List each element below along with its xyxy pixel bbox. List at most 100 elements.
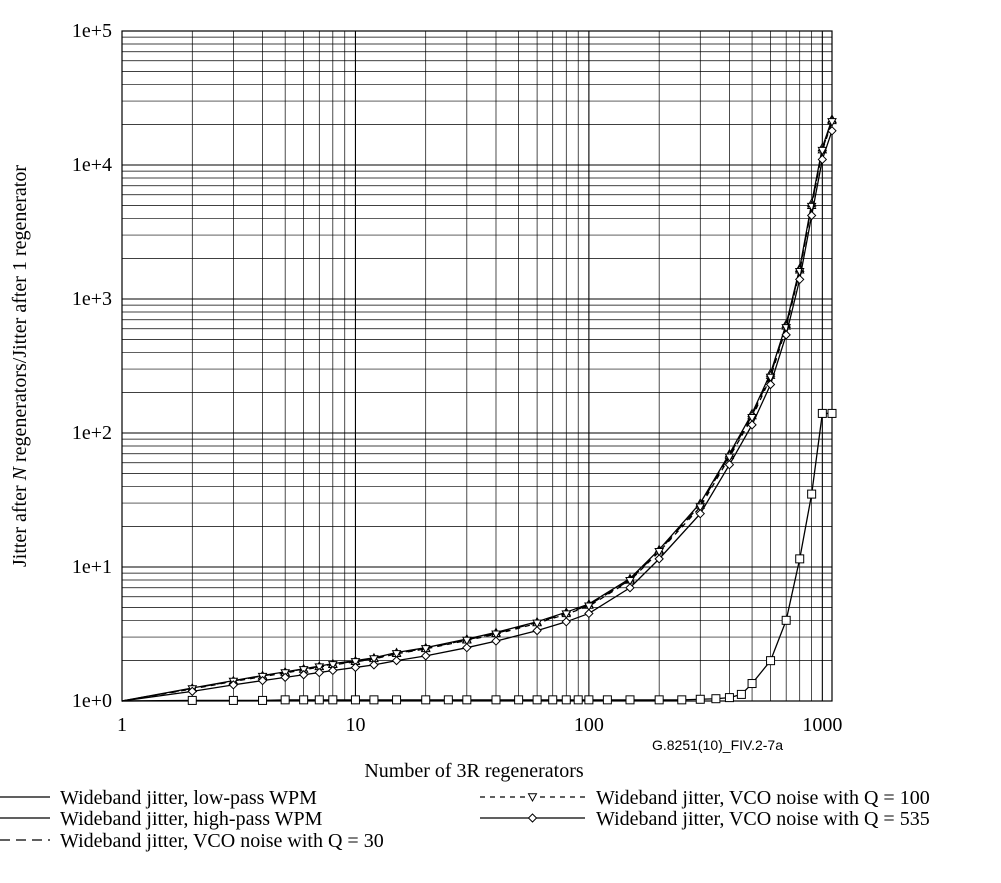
square-marker xyxy=(807,489,817,499)
y-tick-label: 1e+3 xyxy=(72,288,112,310)
series-line xyxy=(121,121,833,702)
triangle-down-marker xyxy=(420,645,431,654)
diamond-marker xyxy=(695,508,705,519)
square-marker xyxy=(443,695,453,705)
triangle-down-marker xyxy=(654,548,665,557)
diamond-marker xyxy=(827,126,837,136)
square-marker xyxy=(625,695,635,705)
square-marker xyxy=(548,695,558,705)
square-marker xyxy=(228,695,238,705)
square-marker xyxy=(781,615,791,625)
square-marker xyxy=(299,695,309,705)
square-marker xyxy=(258,695,268,705)
diamond-marker xyxy=(257,675,268,686)
diamond-marker xyxy=(724,459,735,470)
diamond-marker xyxy=(625,583,635,593)
diamond-marker xyxy=(314,667,324,678)
triangle-down-marker xyxy=(314,663,325,673)
diamond-marker xyxy=(328,665,338,676)
square-marker xyxy=(602,695,612,705)
diamond-marker xyxy=(527,813,538,823)
triangle-down-marker xyxy=(724,453,735,463)
square-marker xyxy=(187,695,197,705)
legend-label: Wideband jitter, VCO noise with Q = 30 xyxy=(60,830,384,852)
diamond-marker xyxy=(421,651,431,661)
square-marker xyxy=(827,408,837,418)
triangle-down-marker xyxy=(747,414,757,423)
x-axis-title: Number of 3R regenerators xyxy=(364,760,584,782)
series-3 xyxy=(121,115,837,702)
triangle-down-marker xyxy=(584,602,594,612)
square-marker xyxy=(280,695,290,705)
legend-entry: Wideband jitter, VCO noise with Q = 535 xyxy=(480,808,930,830)
series-line xyxy=(121,118,833,702)
diamond-marker xyxy=(491,636,501,646)
x-tick-label: 100 xyxy=(574,714,604,736)
square-marker xyxy=(369,695,379,705)
square-marker xyxy=(350,695,360,705)
legend-label: Wideband jitter, low-pass WPM xyxy=(60,787,317,809)
triangle-down-marker xyxy=(350,658,361,667)
triangle-down-marker xyxy=(327,661,338,670)
square-marker xyxy=(711,694,721,704)
diamond-marker xyxy=(532,625,542,636)
grid xyxy=(122,31,832,701)
triangle-down-marker xyxy=(527,793,538,803)
diamond-marker xyxy=(654,554,664,564)
triangle-down-marker xyxy=(461,636,472,646)
square-marker xyxy=(766,656,776,666)
square-marker xyxy=(392,695,402,705)
diamond-marker xyxy=(350,662,361,673)
square-marker xyxy=(795,554,805,564)
series-layer xyxy=(121,114,837,705)
diamond-marker xyxy=(280,672,290,683)
y-tick-label: 1e+2 xyxy=(72,422,112,444)
series-2 xyxy=(121,408,837,705)
square-marker xyxy=(462,695,472,705)
triangle-down-marker xyxy=(532,619,542,629)
tick-labels: 1 10 100 1000 1e+0 1e+1 1e+2 1e+3 1e+4 1e+5 xyxy=(72,20,842,736)
diamond-marker xyxy=(747,420,757,430)
legend-entry: Wideband jitter, high-pass WPM xyxy=(0,808,323,830)
series-1 xyxy=(121,114,837,702)
diamond-marker xyxy=(561,617,571,627)
square-marker xyxy=(421,695,431,705)
y-tick-label: 1e+0 xyxy=(72,690,112,712)
legend-label: Wideband jitter, VCO noise with Q = 100 xyxy=(596,787,930,809)
y-axis-title: Jitter after N regenerators/Jitter after… xyxy=(9,165,31,567)
triangle-down-marker xyxy=(491,630,501,640)
triangle-down-marker xyxy=(625,577,635,586)
diamond-marker xyxy=(795,274,805,285)
triangle-down-marker xyxy=(695,503,706,513)
square-marker xyxy=(561,695,571,705)
y-tick-label: 1e+4 xyxy=(72,154,112,176)
square-marker xyxy=(736,689,746,699)
diamond-marker xyxy=(298,670,309,680)
series-4 xyxy=(121,118,837,702)
square-marker xyxy=(817,408,827,418)
square-marker xyxy=(532,695,542,705)
square-marker xyxy=(514,695,524,705)
triangle-down-marker xyxy=(369,655,379,664)
diamond-marker xyxy=(806,210,817,221)
triangle-down-marker xyxy=(827,118,837,127)
legend-entry: Wideband jitter, low-pass WPM xyxy=(0,787,317,809)
square-marker xyxy=(654,695,664,705)
y-tick-label: 1e+5 xyxy=(72,20,112,42)
square-marker xyxy=(491,695,501,705)
plot-frame xyxy=(121,30,833,702)
y-tick-label: 1e+1 xyxy=(72,556,112,578)
square-marker xyxy=(328,695,338,705)
diamond-marker xyxy=(765,379,776,390)
diamond-marker xyxy=(584,608,594,619)
triangle-down-marker xyxy=(391,650,402,659)
diamond-marker xyxy=(817,154,828,165)
x-tick-label: 10 xyxy=(345,714,365,736)
x-tick-label: 1 xyxy=(117,714,127,736)
legend-entry: Wideband jitter, VCO noise with Q = 100 xyxy=(480,787,930,809)
diamond-marker xyxy=(781,330,791,340)
legend-label: Wideband jitter, high-pass WPM xyxy=(60,808,323,830)
figure-id: G.8251(10)_FIV.2-7a xyxy=(652,737,783,753)
